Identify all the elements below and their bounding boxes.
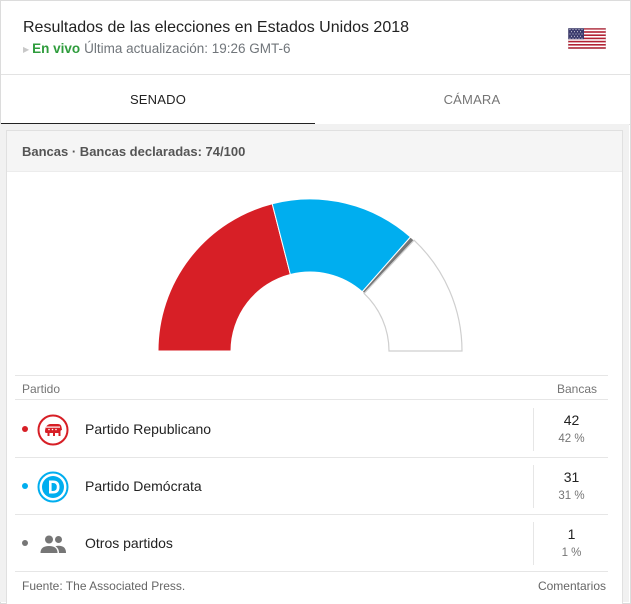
live-label: En vivo <box>32 41 81 56</box>
seat-count: 31 <box>563 469 580 485</box>
seat-percent: 42 % <box>558 433 585 445</box>
comments-link[interactable]: Comentarios <box>537 579 606 593</box>
column-party: Partido <box>22 382 61 396</box>
card-header: Resultados de las elecciones en Estados … <box>1 1 630 75</box>
column-seats: Bancas <box>556 382 597 396</box>
seat-segment-partido-republicano <box>157 203 291 352</box>
seat-count: 42 <box>563 412 580 428</box>
party-color-dot <box>22 426 28 432</box>
party-name: Partido Republicano <box>85 421 212 437</box>
live-arrow-icon: ▶ <box>23 45 30 54</box>
status-line: ▶ En vivo Última actualización: 19:26 GMT-… <box>23 41 291 56</box>
seat-percent: 31 % <box>558 490 585 502</box>
tab-senado[interactable]: SENADO <box>129 92 187 107</box>
republican-elephant-icon <box>37 414 69 446</box>
party-color-dot <box>22 483 28 489</box>
seat-count-box: 1 1 % <box>533 522 608 565</box>
seat-percent: 1 % <box>561 547 582 559</box>
last-updated: Última actualización: 19:26 GMT-6 <box>84 41 291 56</box>
card-title: Resultados de las elecciones en Estados … <box>23 19 410 36</box>
table-row[interactable]: Partido Republicano 42 42 % <box>15 401 608 458</box>
chamber-tabs: SENADO CÁMARA <box>1 75 630 125</box>
seat-count: 1 <box>567 526 576 542</box>
seat-count-box: 31 31 % <box>533 465 608 508</box>
party-name: Partido Demócrata <box>85 478 202 494</box>
panel-header: Bancas · Bancas declaradas: 74/100 <box>7 131 622 172</box>
democrat-d-icon <box>37 471 69 503</box>
tab-camara[interactable]: CÁMARA <box>443 92 501 107</box>
party-name: Otros partidos <box>85 535 173 551</box>
party-color-dot <box>22 540 28 546</box>
seat-count-box: 42 42 % <box>533 408 608 451</box>
table-header: Partido Bancas <box>15 375 608 400</box>
card-footer: Fuente: The Associated Press. Comentario… <box>15 572 608 600</box>
table-row[interactable]: Partido Demócrata 31 31 % <box>15 458 608 515</box>
source-attribution: Fuente: The Associated Press. <box>22 579 186 593</box>
us-flag-icon <box>568 28 606 49</box>
people-group-icon <box>40 535 66 553</box>
declared-seats-heading: Bancas · Bancas declaradas: 74/100 <box>22 144 246 159</box>
seat-segment-undeclared <box>363 239 463 352</box>
table-row[interactable]: Otros partidos 1 1 % <box>15 515 608 572</box>
seat-chart <box>157 198 463 352</box>
